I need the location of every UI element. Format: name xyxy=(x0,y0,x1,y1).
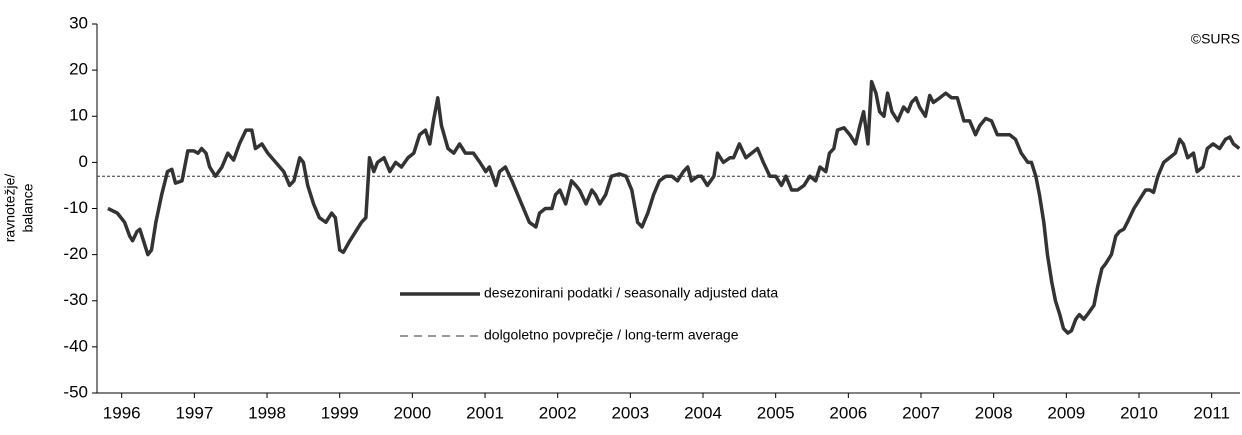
legend-label: dolgoletno povprečje / long-term average xyxy=(484,327,739,343)
y-axis-title-line: ravnotežje/ xyxy=(2,174,18,243)
x-tick-label: 2003 xyxy=(611,403,649,422)
x-tick-label: 1997 xyxy=(175,403,213,422)
x-tick-label: 2000 xyxy=(393,403,431,422)
x-tick-label: 2005 xyxy=(757,403,795,422)
y-tick-label: -40 xyxy=(63,336,88,355)
y-tick-label: -10 xyxy=(63,198,88,217)
x-tick-label: 1998 xyxy=(248,403,286,422)
x-tick-label: 1996 xyxy=(103,403,141,422)
y-axis-title: ravnotežje/ balance xyxy=(2,174,36,243)
y-tick-label: -30 xyxy=(63,290,88,309)
y-tick-label: 20 xyxy=(69,60,88,79)
x-tick-label: 2004 xyxy=(684,403,722,422)
x-tick-label: 2006 xyxy=(829,403,867,422)
x-tick-label: 2002 xyxy=(539,403,577,422)
x-tick-label: 2011 xyxy=(1193,403,1230,422)
legend-label: desezonirani podatki / seasonally adjust… xyxy=(484,285,778,301)
x-tick-label: 2008 xyxy=(975,403,1013,422)
y-axis-title-line: balance xyxy=(20,183,36,232)
copyright: ©SURS xyxy=(1191,31,1240,47)
y-tick-label: 10 xyxy=(69,106,88,125)
y-tick-label: 30 xyxy=(69,13,88,32)
y-tick-label: -50 xyxy=(63,382,88,401)
data-line xyxy=(107,79,1241,335)
x-tick-label: 2009 xyxy=(1047,403,1085,422)
x-tick-label: 1999 xyxy=(321,403,359,422)
x-tick-label: 2010 xyxy=(1120,403,1158,422)
y-tick-label: 0 xyxy=(79,152,88,171)
x-tick-label: 2001 xyxy=(466,403,504,422)
y-tick-label: -20 xyxy=(63,244,88,263)
x-tick-label: 2007 xyxy=(902,403,940,422)
